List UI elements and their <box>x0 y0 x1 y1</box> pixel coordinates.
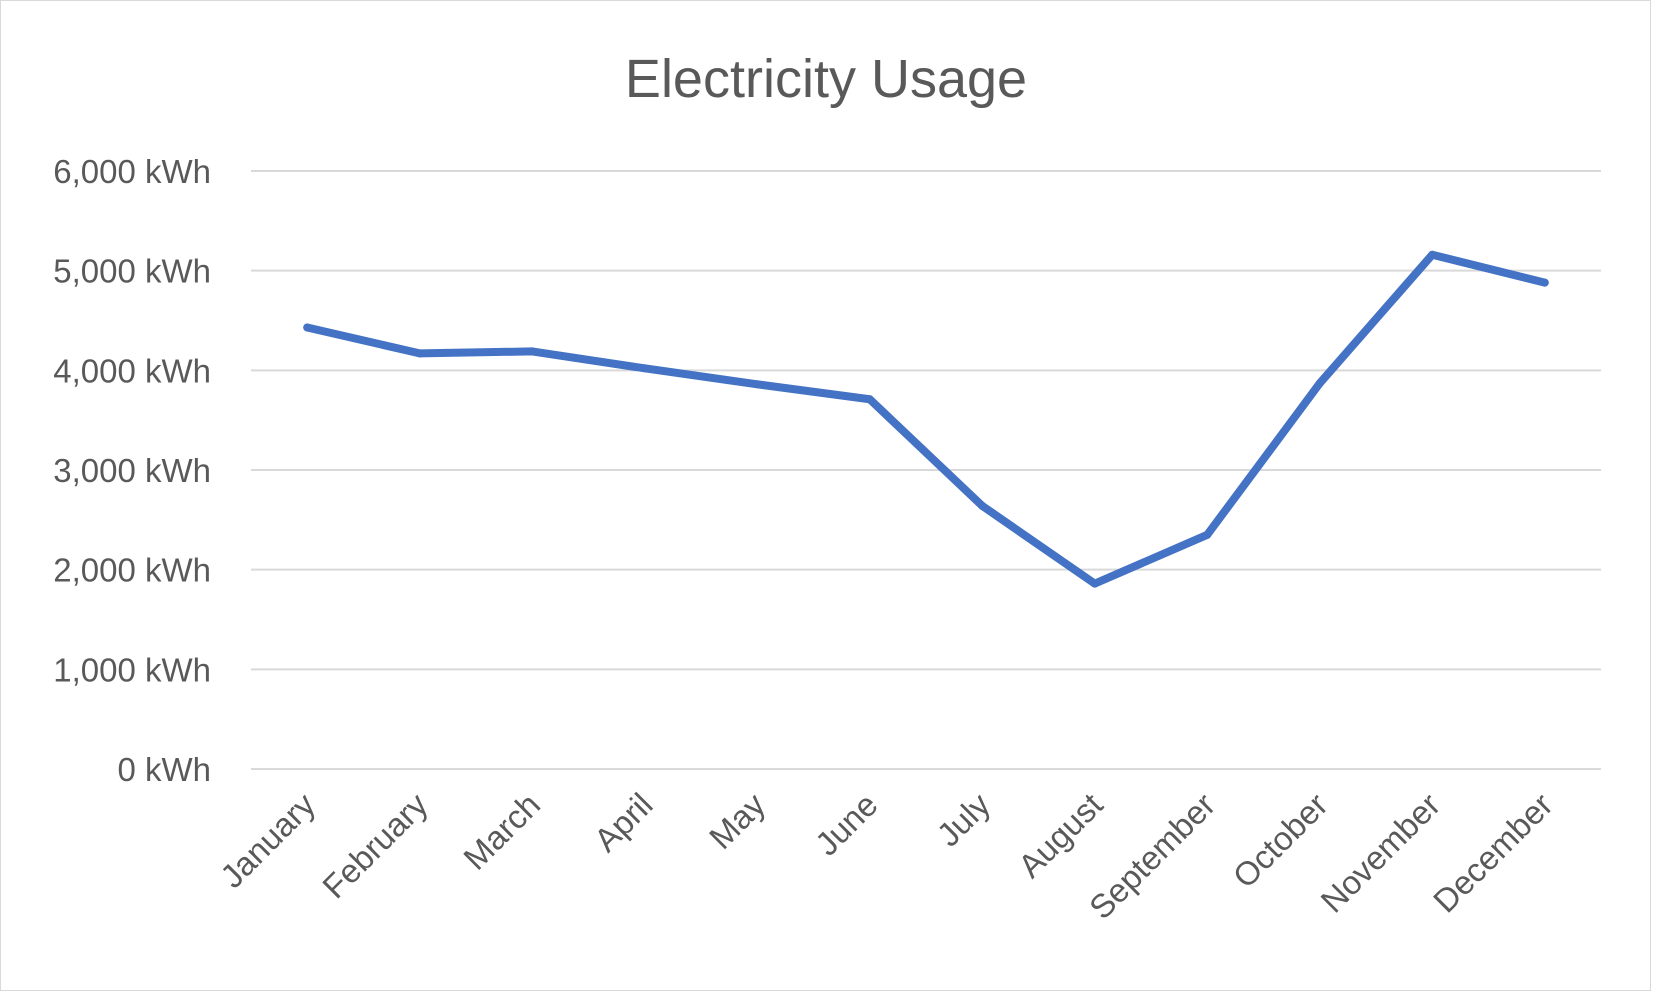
x-tick-label: June <box>808 786 885 863</box>
data-point <box>1428 250 1437 259</box>
x-tick-label: January <box>213 785 323 895</box>
y-axis-tick-labels: 0 kWh 1,000 kWh 2,000 kWh 3,000 kWh 4,000 kW… <box>53 153 211 788</box>
data-point <box>640 364 649 373</box>
y-tick-label: 4,000 kWh <box>53 352 211 389</box>
gridlines <box>251 170 1601 770</box>
data-point <box>1090 579 1099 588</box>
data-point <box>1540 278 1549 287</box>
x-tick-label: November <box>1313 786 1447 920</box>
y-tick-label: 3,000 kWh <box>53 452 211 489</box>
x-tick-label: May <box>702 785 773 856</box>
data-point <box>303 323 312 332</box>
series-layer <box>303 250 1549 588</box>
y-tick-label: 5,000 kWh <box>53 253 211 290</box>
x-tick-label: March <box>456 786 547 877</box>
y-tick-label: 6,000 kWh <box>53 153 211 190</box>
data-point <box>415 349 424 358</box>
data-point <box>1315 379 1324 388</box>
x-tick-label: February <box>315 785 435 905</box>
y-tick-label: 0 kWh <box>117 751 211 788</box>
data-point <box>978 501 987 510</box>
x-tick-label: October <box>1226 786 1335 895</box>
y-tick-label: 1,000 kWh <box>53 651 211 688</box>
data-point <box>865 395 874 404</box>
y-tick-label: 2,000 kWh <box>53 552 211 589</box>
x-tick-label: April <box>587 786 660 859</box>
series-line-0 <box>303 250 1549 588</box>
x-tick-label: July <box>930 785 998 853</box>
chart-title: Electricity Usage <box>625 49 1027 109</box>
x-tick-label: August <box>1011 786 1110 885</box>
x-tick-label: December <box>1426 786 1560 920</box>
data-point <box>528 347 537 356</box>
data-point <box>1203 530 1212 539</box>
data-point <box>753 380 762 389</box>
